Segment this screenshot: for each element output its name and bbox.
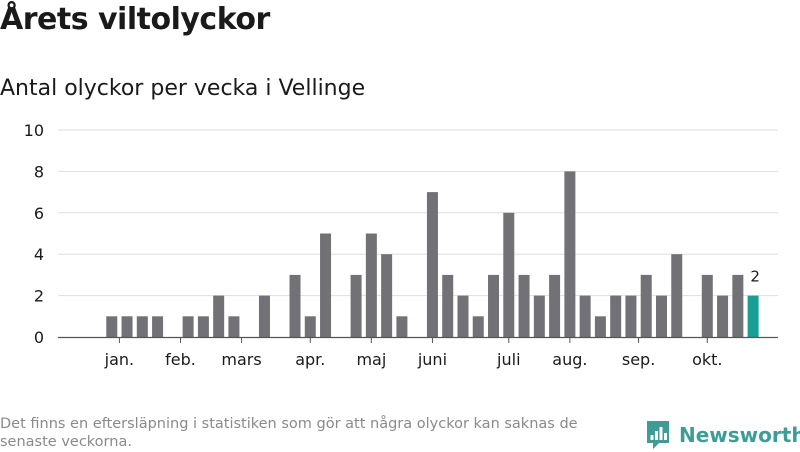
bar — [289, 274, 301, 337]
x-tick-label: feb. — [165, 350, 196, 369]
chart-subtitle: Antal olyckor per vecka i Vellinge — [0, 76, 366, 101]
brand-logo[interactable]: Newsworthy — [645, 418, 800, 452]
bar — [640, 274, 652, 337]
bar — [610, 295, 622, 337]
bar — [381, 254, 393, 337]
bar — [442, 274, 454, 337]
y-tick-label: 2 — [34, 287, 44, 306]
bar — [518, 274, 530, 337]
bar — [136, 316, 148, 337]
bar — [488, 274, 500, 337]
bar — [228, 316, 240, 337]
bar — [106, 316, 118, 337]
bar — [182, 316, 194, 337]
x-tick-label: jan. — [104, 350, 134, 369]
bar — [121, 316, 133, 337]
newsworthy-icon — [647, 421, 669, 449]
bar — [350, 274, 362, 337]
x-tick-label: juni — [417, 350, 447, 369]
bar — [213, 295, 225, 337]
bar — [304, 316, 316, 337]
brand-name: Newsworthy — [679, 423, 800, 447]
x-tick-label: okt. — [692, 350, 722, 369]
x-tick-label: juli — [496, 350, 520, 369]
bar — [625, 295, 637, 337]
bar — [655, 295, 667, 337]
x-tick-label: sep. — [622, 350, 655, 369]
x-tick-label: aug. — [552, 350, 587, 369]
x-tick-label: maj — [356, 350, 386, 369]
chart-title: Årets viltolyckor — [0, 2, 270, 37]
bar — [549, 274, 561, 337]
bar — [396, 316, 408, 337]
data-label: 2 — [750, 268, 760, 286]
bar — [197, 316, 209, 337]
bar — [457, 295, 469, 337]
bar — [365, 233, 377, 337]
x-tick-label: mars — [221, 350, 261, 369]
y-tick-label: 4 — [34, 245, 44, 264]
bar — [579, 295, 591, 337]
bar — [472, 316, 484, 337]
bar — [671, 254, 683, 337]
y-tick-label: 10 — [24, 121, 44, 140]
bar — [732, 274, 744, 337]
bar — [258, 295, 270, 337]
x-tick-label: apr. — [295, 350, 325, 369]
bar-chart: 0 2 4 6 8 10 2 jan. feb. mars apr. maj juni juli aug. s… — [24, 121, 778, 369]
bar — [152, 316, 164, 337]
bar — [426, 192, 438, 337]
bar — [701, 274, 713, 337]
y-tick-label: 8 — [34, 162, 44, 181]
bar — [717, 295, 729, 337]
bar — [564, 171, 576, 337]
bar — [594, 316, 606, 337]
footnote: Det finns en eftersläpning i statistiken… — [0, 416, 578, 450]
bar — [747, 295, 759, 337]
y-tick-label: 6 — [34, 204, 44, 223]
bar — [533, 295, 545, 337]
bar — [503, 212, 515, 337]
bar — [320, 233, 332, 337]
y-tick-label: 0 — [34, 328, 44, 347]
